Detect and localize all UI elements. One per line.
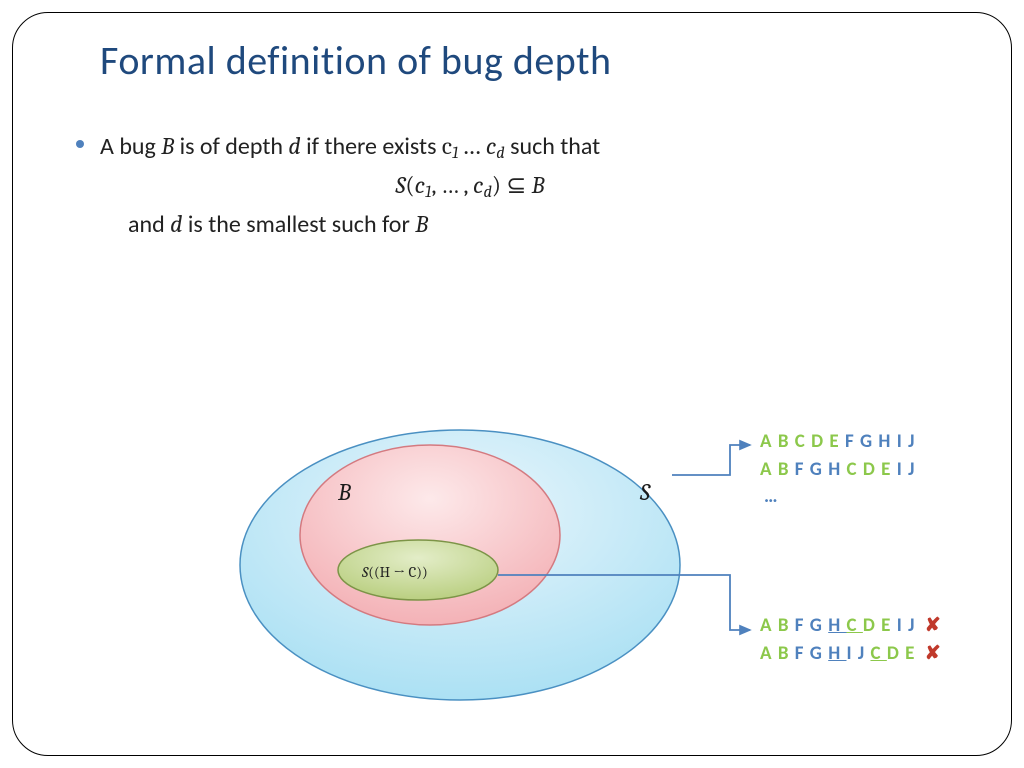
seq-letter: D xyxy=(863,458,881,481)
seq-letter: A xyxy=(760,614,778,637)
x-icon: ✘ xyxy=(925,614,942,637)
seq-letter: C xyxy=(795,430,811,453)
txt: ( xyxy=(405,171,414,199)
seq-letter: I xyxy=(897,458,908,481)
seq-letter: C xyxy=(847,458,863,481)
txt: , … , xyxy=(431,171,473,199)
seq-letter: B xyxy=(778,458,795,481)
seq-letter: D xyxy=(863,614,881,637)
sequence-bottom: A B F G H C D E I J ✘A B F G H I J C D E… xyxy=(760,612,942,667)
txt: if there exists xyxy=(301,132,442,161)
bullet-line-1: A bug B is of depth d if there exists c1… xyxy=(100,130,920,165)
seq-letter: G xyxy=(810,614,828,637)
seq-letter: J xyxy=(858,642,871,665)
var-c: c xyxy=(415,171,425,199)
seq-letter: H xyxy=(828,614,846,637)
slide: Formal definition of bug depth A bug B i… xyxy=(0,0,1024,768)
txt: such that xyxy=(505,132,601,161)
seq-letter: I xyxy=(847,642,858,665)
seq-letter: G xyxy=(810,642,828,665)
label-inner: S((H → C)) xyxy=(362,563,428,581)
seq-letter: J xyxy=(908,430,915,453)
x-icon: ✘ xyxy=(925,642,942,665)
seq-letter: C xyxy=(870,642,886,665)
seq-letter: F xyxy=(845,430,860,453)
var-d: d xyxy=(288,132,300,160)
bullet-formula: S(c1, … , cd) ⊆ B xyxy=(20,169,920,204)
seq-letter: A xyxy=(760,642,778,665)
slide-title: Formal definition of bug depth xyxy=(100,36,612,85)
var-B: B xyxy=(415,210,428,238)
seq-letter: F xyxy=(795,458,810,481)
seq-letter: E xyxy=(829,430,845,453)
var-c: c xyxy=(442,132,452,160)
seq-letter: J xyxy=(908,614,921,637)
sub-d: d xyxy=(483,183,491,202)
seq-letter: F xyxy=(795,642,810,665)
txt: ((H → C)) xyxy=(368,563,428,581)
label-B: B xyxy=(338,478,351,506)
seq-row: A B F G H C D E I J xyxy=(760,456,915,484)
txt: is the smallest such for xyxy=(182,210,415,239)
seq-letter: E xyxy=(881,614,897,637)
var-c: c xyxy=(473,171,483,199)
bullet-dot-icon xyxy=(76,140,84,148)
var-B: B xyxy=(161,132,174,160)
sub-d: d xyxy=(496,144,504,163)
var-c: c xyxy=(486,132,496,160)
seq-letter: I xyxy=(897,614,908,637)
seq-letter: B xyxy=(778,430,795,453)
seq-letter: E xyxy=(905,642,921,665)
seq-letter: B xyxy=(778,614,795,637)
seq-letter: H xyxy=(828,458,846,481)
txt: … xyxy=(458,132,485,161)
seq-letter: G xyxy=(860,430,878,453)
txt: A bug xyxy=(100,132,161,161)
seq-row: A B F G H C D E I J ✘ xyxy=(760,612,942,640)
seq-letter: A xyxy=(760,458,778,481)
seq-letter: F xyxy=(795,614,810,637)
var-B: B xyxy=(532,171,545,199)
bullet-block: A bug B is of depth d if there exists c1… xyxy=(100,130,920,242)
var-S: S xyxy=(395,171,405,199)
label-S: S xyxy=(640,478,650,506)
sequence-top: A B C D E F G H I J A B F G H C D E I J … xyxy=(760,428,915,511)
seq-letter: A xyxy=(760,430,778,453)
seq-letter: H xyxy=(878,430,896,453)
seq-ellipsis: … xyxy=(760,483,915,511)
seq-letter: C xyxy=(847,614,863,637)
seq-letter: H xyxy=(828,642,846,665)
var-d: d xyxy=(170,210,182,238)
seq-letter: J xyxy=(908,458,915,481)
txt: and xyxy=(128,210,170,239)
seq-letter: G xyxy=(810,458,828,481)
seq-letter: E xyxy=(881,458,897,481)
seq-letter: D xyxy=(811,430,829,453)
txt: ) ⊆ xyxy=(492,171,532,199)
bullet-line-3: and d is the smallest such for B xyxy=(100,208,920,241)
seq-letter: B xyxy=(778,642,795,665)
seq-letter: D xyxy=(887,642,905,665)
seq-row: A B F G H I J C D E ✘ xyxy=(760,640,942,668)
seq-letter: I xyxy=(897,430,908,453)
txt: is of depth xyxy=(174,132,288,161)
seq-row: A B C D E F G H I J xyxy=(760,428,915,456)
